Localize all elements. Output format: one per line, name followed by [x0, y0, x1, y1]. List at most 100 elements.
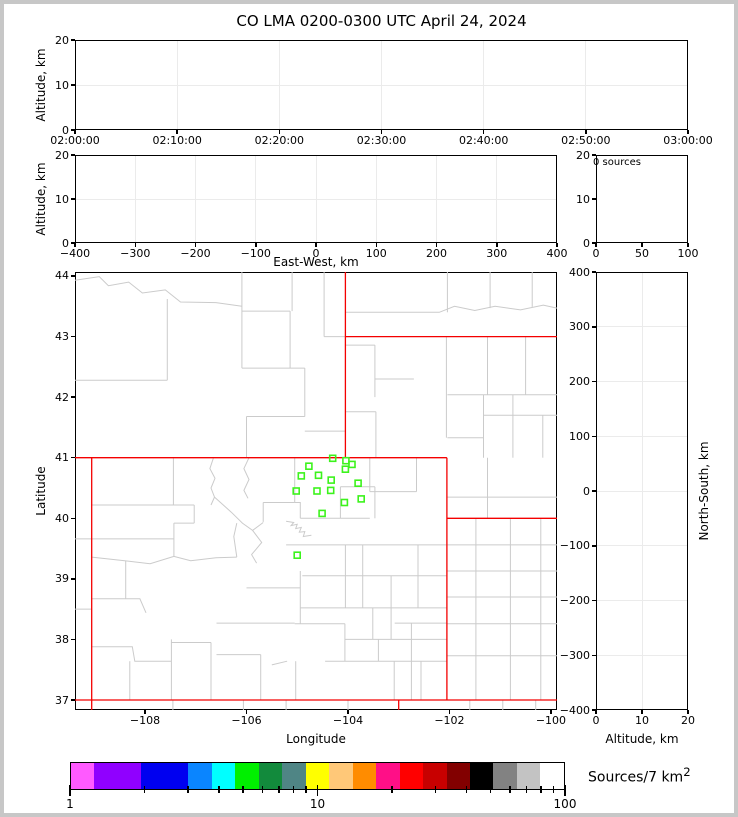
y-tick-label: 42: [55, 390, 69, 404]
lma-station-marker: [318, 509, 326, 518]
axis-tick: [71, 578, 75, 580]
lma-station-marker: [297, 472, 306, 480]
grid-line: [596, 654, 688, 656]
axis-tick: [585, 130, 587, 134]
x-tick-label: −400: [59, 247, 91, 260]
lma-station-marker: [292, 487, 300, 495]
axis-tick: [245, 710, 248, 714]
colorbar-segment: [516, 763, 541, 789]
x-tick-label: 200: [426, 247, 447, 260]
x-tick-label: 02:50:00: [561, 134, 611, 147]
county-boundary: [294, 502, 301, 519]
y-tick-label: 100: [569, 429, 590, 443]
colorbar-minor-tick: [434, 786, 437, 793]
county-boundary: [173, 555, 237, 562]
y-tick-label: 300: [569, 320, 590, 334]
y-tick-label: 10: [55, 78, 69, 92]
grid-line: [596, 600, 688, 601]
ew-height-panel: [75, 155, 557, 243]
colorbar-minor-tick: [465, 786, 468, 793]
colorbar-tick-label: 10: [309, 797, 326, 811]
county-boundary: [75, 276, 242, 307]
county-boundary: [250, 530, 263, 564]
grid-line: [75, 198, 557, 200]
x-tick-label: 100: [677, 247, 699, 260]
x-tick-label: 0: [592, 247, 600, 260]
x-tick-label: 02:10:00: [152, 134, 202, 147]
axis-tick: [687, 710, 689, 714]
axis-tick: [595, 710, 597, 714]
axis-tick: [71, 39, 75, 41]
lma-station-marker: [327, 476, 335, 484]
grid-line: [596, 326, 688, 328]
y-tick-label: 0: [62, 236, 69, 250]
axis-tick: [592, 380, 596, 383]
lma-station-marker: [342, 456, 350, 465]
colorbar-major-tick: [564, 785, 566, 796]
colorbar-major-tick: [316, 785, 319, 796]
lma-station-marker: [357, 495, 366, 503]
axis-tick: [375, 243, 377, 247]
colorbar-title-text: Sources/7 km: [588, 769, 684, 786]
y-tick-label: 10: [576, 192, 590, 206]
axis-tick: [71, 129, 75, 131]
county-boundary: [243, 457, 250, 499]
colorbar-minor-tick: [143, 786, 146, 793]
y-tick-label: 44: [55, 269, 69, 283]
y-tick-label: 20: [576, 148, 590, 162]
y-tick-label: −400: [559, 703, 590, 717]
x-tick-label: 02:00:00: [50, 134, 100, 147]
colorbar-minor-tick: [391, 786, 393, 793]
colorbar-segment: [282, 763, 306, 789]
ns-height-panel: [596, 272, 688, 710]
x-tick-label: 02:40:00: [458, 134, 509, 147]
y-tick-label: 20: [55, 33, 69, 47]
axis-tick: [550, 710, 552, 714]
axis-tick: [592, 709, 596, 711]
y-tick-label: 41: [55, 451, 69, 465]
x-tick-label: 03:00:00: [663, 134, 713, 147]
x-tick-label: 10: [635, 714, 649, 727]
grid-line: [75, 84, 688, 86]
y-tick-label: 37: [55, 693, 69, 707]
colorbar-title: Sources/7 km2: [588, 765, 691, 786]
grid-line: [596, 490, 688, 492]
axis-tick: [71, 396, 75, 398]
axis-tick: [482, 130, 485, 134]
axis-tick: [255, 243, 257, 247]
colorbar-minor-tick: [242, 786, 244, 793]
colorbar-minor-tick: [187, 786, 189, 793]
colorbar-segment: [94, 763, 142, 789]
grid-line: [596, 435, 688, 437]
county-boundary: [91, 646, 172, 662]
y-tick-label: 0: [583, 484, 590, 498]
colorbar-minor-tick: [489, 786, 492, 793]
axis-tick: [71, 154, 75, 156]
county-boundary: [214, 496, 264, 532]
colorbar-minor-tick: [261, 786, 264, 793]
axis-tick: [595, 243, 597, 247]
colorbar-segment: [141, 763, 189, 789]
lma-station-marker: [305, 462, 313, 470]
axis-tick: [144, 710, 146, 714]
x-tick-label: 0: [312, 247, 320, 260]
lma-station-marker: [340, 498, 349, 507]
county-boundary: [233, 522, 238, 558]
y-tick-label: 38: [55, 632, 69, 646]
axis-tick: [496, 243, 498, 247]
y-tick-label: 40: [55, 511, 69, 525]
county-boundary: [286, 520, 312, 538]
y-tick-label: 20: [55, 148, 69, 162]
colorbar-segment: [235, 763, 259, 789]
axis-tick: [74, 130, 76, 134]
grid-line: [596, 381, 688, 382]
axis-tick: [641, 710, 643, 714]
axis-tick: [592, 490, 596, 492]
axis-tick: [592, 271, 596, 273]
colorbar-segment: [493, 763, 517, 789]
y-tick-label: 43: [55, 330, 69, 344]
grid-line: [596, 545, 688, 547]
lma-station-marker: [341, 465, 350, 473]
axis-tick: [71, 84, 75, 86]
colorbar-minor-tick: [278, 786, 280, 793]
